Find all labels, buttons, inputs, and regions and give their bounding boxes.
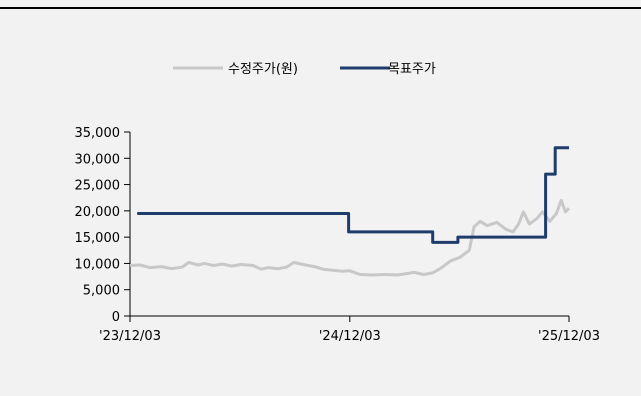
x-tick-label: '25/12/03 xyxy=(538,329,600,344)
y-tick-label: 0 xyxy=(112,310,120,325)
y-tick-label: 25,000 xyxy=(75,179,121,194)
y-tick-label: 10,000 xyxy=(75,257,121,272)
x-tick-label: '23/12/03 xyxy=(99,329,161,344)
legend-adjusted-price-label: 수정주가(원) xyxy=(228,62,298,77)
y-tick-label: 20,000 xyxy=(75,205,121,220)
y-tick-label: 35,000 xyxy=(75,126,121,141)
top-border-rule xyxy=(0,7,641,9)
y-tick-label: 15,000 xyxy=(75,231,121,246)
target-price-line xyxy=(137,146,569,244)
y-tick-label: 5,000 xyxy=(83,284,120,299)
x-tick-label: '24/12/03 xyxy=(319,329,381,344)
adjusted-price-line xyxy=(129,198,571,277)
legend-target-price-label: 목표주가 xyxy=(388,62,436,77)
y-tick-label: 30,000 xyxy=(75,152,121,167)
